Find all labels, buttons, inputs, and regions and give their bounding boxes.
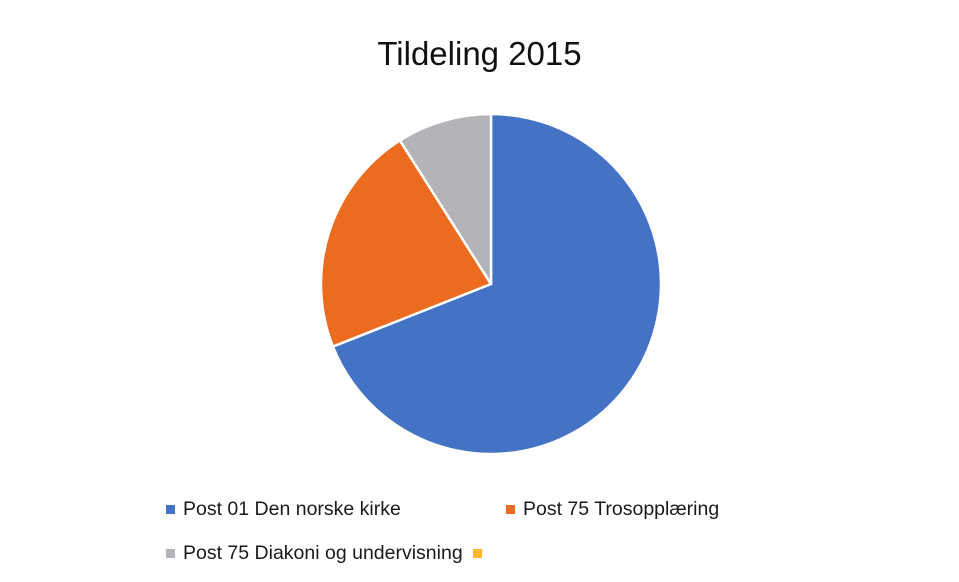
pie-slice-3 bbox=[398, 112, 493, 286]
pie-slice-1 bbox=[331, 112, 663, 456]
pie-slice-2 bbox=[319, 139, 493, 348]
chart-title: Tildeling 2015 bbox=[377, 35, 582, 72]
